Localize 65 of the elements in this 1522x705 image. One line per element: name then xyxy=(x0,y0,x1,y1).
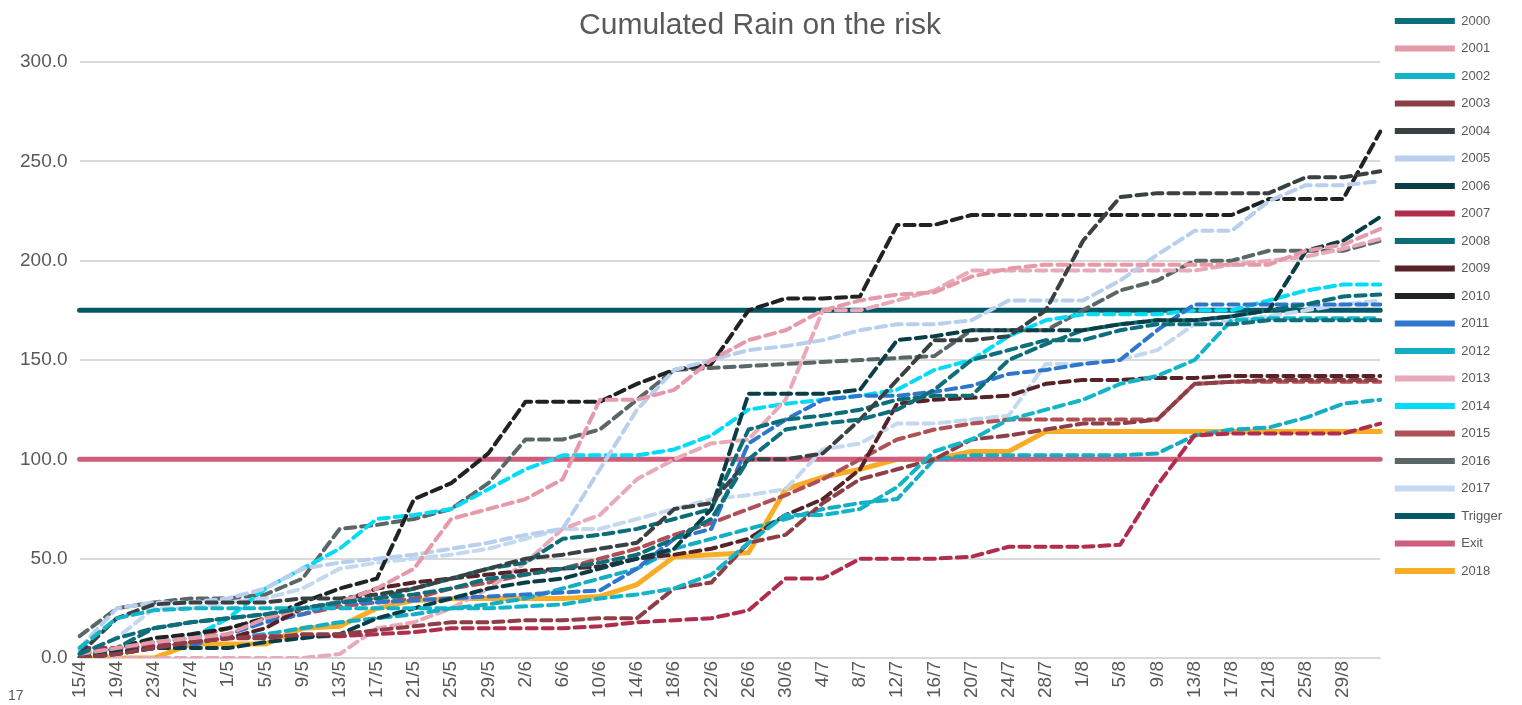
x-tick-label: 25/8 xyxy=(1294,661,1316,698)
legend-label: 2010 xyxy=(1461,287,1491,303)
y-tick-label: 200.0 xyxy=(20,248,68,270)
x-tick-label: 29/8 xyxy=(1331,661,1353,698)
legend-label: 2012 xyxy=(1461,342,1491,358)
legend-label: 2004 xyxy=(1461,122,1491,138)
y-tick-label: 100.0 xyxy=(20,447,68,469)
legend-label: Trigger xyxy=(1461,507,1503,523)
x-tick-label: 5/5 xyxy=(253,661,275,688)
x-tick-label: 13/5 xyxy=(327,661,349,698)
y-tick-label: 250.0 xyxy=(20,149,68,171)
text: 17 xyxy=(8,686,24,703)
chart-title: Cumulated Rain on the risk xyxy=(579,7,942,41)
legend-label: 2005 xyxy=(1461,150,1491,166)
legend-label: 2018 xyxy=(1461,562,1491,578)
x-tick-label: 17/5 xyxy=(365,661,387,698)
legend-label: 2001 xyxy=(1461,40,1491,56)
legend-label: 2008 xyxy=(1461,232,1491,248)
x-tick-label: 5/8 xyxy=(1108,661,1130,688)
legend-label: 2016 xyxy=(1461,452,1491,468)
y-tick-label: 300.0 xyxy=(20,50,68,72)
x-tick-label: 26/6 xyxy=(736,661,758,698)
x-tick-label: 13/8 xyxy=(1182,661,1204,698)
x-tick-label: 27/4 xyxy=(179,660,201,698)
x-tick-label: 15/4 xyxy=(67,660,89,698)
x-tick-label: 19/4 xyxy=(104,660,126,698)
x-tick-label: 21/5 xyxy=(402,661,424,698)
x-tick-label: 16/7 xyxy=(922,661,944,698)
legend-label: 2003 xyxy=(1461,95,1491,111)
legend-label: 2006 xyxy=(1461,177,1491,193)
x-tick-label: 23/4 xyxy=(142,660,164,698)
x-tick-label: 12/7 xyxy=(885,661,907,698)
x-tick-label: 22/6 xyxy=(699,661,721,698)
x-tick-label: 21/8 xyxy=(1257,661,1279,698)
legend-label: 2014 xyxy=(1461,397,1491,413)
x-tick-label: 18/6 xyxy=(662,661,684,698)
x-tick-label: 1/5 xyxy=(216,661,238,688)
legend-label: 2000 xyxy=(1461,12,1491,28)
legend-label: 2007 xyxy=(1461,205,1491,221)
x-tick-label: 8/7 xyxy=(848,661,870,688)
x-tick-label: 1/8 xyxy=(1071,661,1093,688)
x-tick-label: 25/5 xyxy=(439,661,461,698)
legend-label: 2013 xyxy=(1461,370,1491,386)
x-tick-label: 17/8 xyxy=(1219,661,1241,698)
legend-label: 2017 xyxy=(1461,480,1491,496)
x-tick-label: 9/8 xyxy=(1145,661,1167,688)
x-tick-label: 24/7 xyxy=(996,661,1018,698)
legend-label: 2011 xyxy=(1461,315,1490,331)
x-tick-label: 30/6 xyxy=(773,661,795,698)
x-tick-label: 4/7 xyxy=(811,661,833,688)
legend-label: 2002 xyxy=(1461,67,1491,83)
x-tick-label: 14/6 xyxy=(625,661,647,698)
legend-label: 2015 xyxy=(1461,425,1491,441)
x-tick-label: 9/5 xyxy=(290,661,312,688)
x-tick-label: 2/6 xyxy=(513,661,535,688)
legend-label: 2009 xyxy=(1461,260,1491,276)
legend-label: Exit xyxy=(1461,535,1484,551)
x-tick-label: 28/7 xyxy=(1034,661,1056,698)
x-tick-label: 29/5 xyxy=(476,661,498,698)
x-tick-label: 20/7 xyxy=(959,661,981,698)
y-tick-label: 0.0 xyxy=(41,646,68,668)
x-tick-label: 10/6 xyxy=(588,661,610,698)
y-tick-label: 50.0 xyxy=(30,546,68,568)
y-tick-label: 150.0 xyxy=(20,348,68,370)
x-tick-label: 6/6 xyxy=(550,661,572,688)
